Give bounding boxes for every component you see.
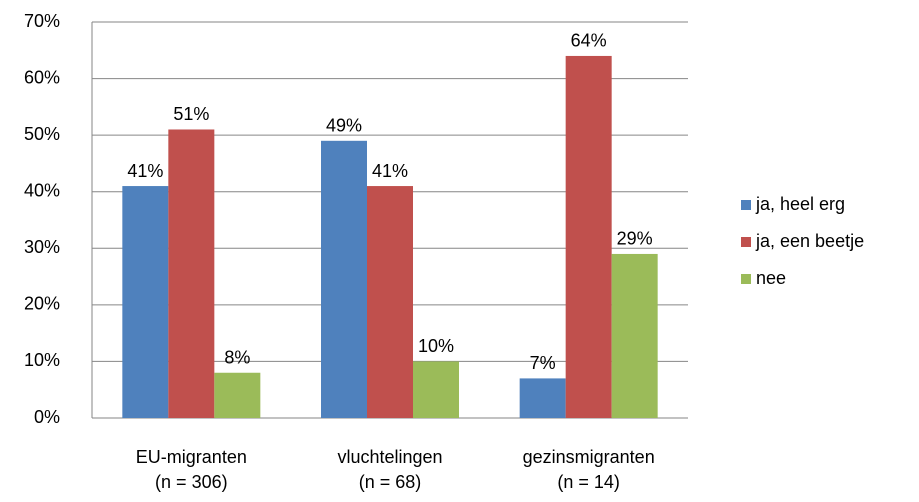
x-tick-label: gezinsmigranten (n = 14) — [523, 447, 655, 492]
y-tick-label: 10% — [24, 350, 60, 370]
x-tick-label-line: (n = 14) — [557, 472, 620, 492]
y-tick-label: 0% — [34, 407, 60, 427]
y-tick-label: 60% — [24, 67, 60, 87]
bar — [214, 372, 261, 418]
y-tick-label: 30% — [24, 237, 60, 257]
value-label: 64% — [571, 31, 607, 51]
bar — [321, 140, 367, 419]
legend-label: nee — [756, 268, 786, 288]
bar — [122, 186, 169, 418]
bar — [519, 378, 566, 418]
legend-swatch — [741, 200, 751, 210]
x-tick-label-line: vluchtelingen — [337, 447, 442, 467]
value-label: 41% — [372, 161, 408, 181]
value-label: 51% — [173, 104, 209, 124]
bar — [611, 253, 658, 418]
value-label: 7% — [530, 353, 556, 373]
x-tick-label-line: (n = 68) — [359, 472, 422, 492]
legend-label: ja, een beetje — [755, 231, 864, 251]
legend-label: ja, heel erg — [755, 194, 845, 214]
y-tick-label: 40% — [24, 180, 60, 200]
x-tick-label-line: EU-migranten — [136, 447, 247, 467]
y-tick-label: 20% — [24, 294, 60, 314]
value-label: 8% — [224, 347, 250, 367]
value-label: 10% — [418, 336, 454, 356]
x-tick-label: vluchtelingen (n = 68) — [337, 447, 442, 492]
x-tick-label: EU-migranten (n = 306) — [136, 447, 247, 492]
bar — [565, 55, 612, 418]
legend-swatch — [741, 237, 751, 247]
x-tick-label-line: gezinsmigranten — [523, 447, 655, 467]
legend-swatch — [741, 274, 751, 284]
value-label: 49% — [326, 116, 362, 136]
value-label: 29% — [617, 229, 653, 249]
x-tick-label-line: (n = 306) — [155, 472, 228, 492]
value-label: 41% — [127, 161, 163, 181]
bar — [413, 361, 459, 418]
bar — [367, 186, 413, 418]
y-tick-label: 70% — [24, 11, 60, 31]
bar — [168, 129, 215, 418]
y-tick-label: 50% — [24, 124, 60, 144]
